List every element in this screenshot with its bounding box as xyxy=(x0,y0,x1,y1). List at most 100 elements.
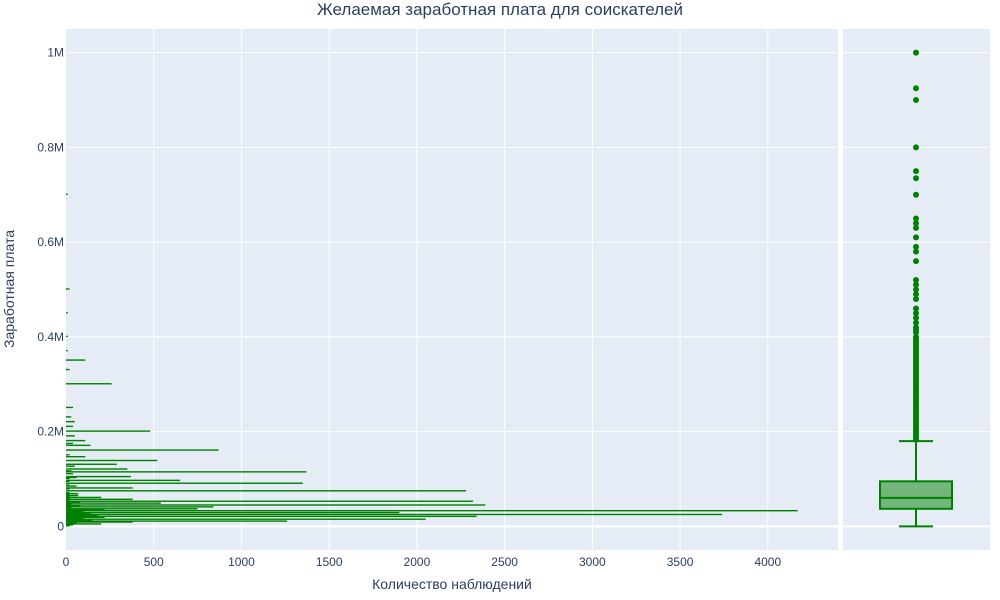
histogram-bar xyxy=(66,501,81,503)
histogram-bar xyxy=(66,420,75,423)
histogram-bar xyxy=(66,475,131,478)
histogram-bar xyxy=(66,439,86,442)
outlier-point xyxy=(913,277,919,284)
outlier-point xyxy=(913,248,919,255)
histogram-bar xyxy=(66,488,70,490)
chart-title: Желаемая заработная плата для соискателе… xyxy=(317,0,683,19)
histogram-bar xyxy=(66,480,70,483)
histogram-bar xyxy=(66,499,70,501)
x-tick-label: 3500 xyxy=(667,555,694,569)
histogram-bar xyxy=(66,406,74,409)
histogram-bar xyxy=(66,510,84,513)
outlier-point xyxy=(913,144,919,151)
histogram-bar xyxy=(66,509,798,512)
histogram-bar xyxy=(66,493,70,496)
histogram-bars xyxy=(66,193,798,527)
histogram-bar xyxy=(66,468,128,470)
histogram-bar xyxy=(66,425,74,428)
x-tick-label: 2000 xyxy=(404,555,431,569)
box-iqr xyxy=(879,480,953,510)
outlier-point xyxy=(913,319,919,326)
histogram-bar xyxy=(66,430,151,432)
outlier-point xyxy=(913,286,919,293)
histogram-bar xyxy=(66,368,70,371)
histogram-bar xyxy=(66,335,68,338)
x-tick-label: 0 xyxy=(63,555,70,569)
outlier-point xyxy=(913,191,919,198)
histogram-bar xyxy=(66,383,112,385)
histogram-bar xyxy=(66,509,105,511)
histogram-bar xyxy=(66,288,70,290)
histogram-bar xyxy=(66,516,105,519)
outlier-point xyxy=(913,295,919,302)
histogram-bar xyxy=(66,500,474,502)
histogram-bar xyxy=(66,487,133,489)
histogram-bar xyxy=(66,490,467,492)
y-tick-label: 0 xyxy=(57,519,64,533)
outlier-point xyxy=(913,220,919,227)
x-axis-title: Количество наблюдений xyxy=(372,576,532,592)
outlier-point xyxy=(913,435,919,442)
histogram-x-gridlines xyxy=(153,29,769,550)
histogram-bar xyxy=(66,459,158,462)
histogram-bar xyxy=(66,506,214,508)
histogram-bar xyxy=(66,484,70,486)
histogram-bar xyxy=(66,503,72,505)
outlier-point xyxy=(913,314,919,321)
outlier-point xyxy=(913,243,919,250)
histogram-bar xyxy=(66,485,77,487)
histogram-bar xyxy=(66,519,93,521)
histogram-bar xyxy=(66,454,70,456)
histogram-bar xyxy=(66,495,70,498)
x-tick-label: 1000 xyxy=(228,555,255,569)
outlier-point xyxy=(913,329,919,336)
x-tick-label: 3000 xyxy=(579,555,606,569)
outlier-point xyxy=(913,175,919,182)
histogram-bar xyxy=(66,349,68,352)
x-tick-label: 2500 xyxy=(491,555,518,569)
y-tick-label: 1M xyxy=(47,46,64,60)
histogram-bar xyxy=(66,497,70,500)
x-tick-label: 500 xyxy=(144,555,164,569)
y-axis-title: Заработная плата xyxy=(1,230,17,348)
histogram-bar xyxy=(66,435,75,437)
histogram-bar xyxy=(66,505,81,507)
histogram-bar xyxy=(66,525,70,527)
outlier-point xyxy=(913,258,919,265)
histogram-bar xyxy=(66,524,74,526)
histogram-bar xyxy=(66,471,307,473)
outlier-point xyxy=(913,85,919,92)
histogram-bar xyxy=(66,494,79,497)
histogram-bar xyxy=(66,513,723,516)
outlier-point xyxy=(913,168,919,175)
histogram-bar xyxy=(66,359,86,361)
y-tick-label: 0.4M xyxy=(37,330,64,344)
outlier-point xyxy=(913,97,919,104)
histogram-bar xyxy=(66,477,70,480)
histogram-bar xyxy=(66,511,400,514)
histogram-bar xyxy=(66,521,133,523)
histogram-bar xyxy=(66,498,133,501)
histogram-bar xyxy=(66,517,84,519)
histogram-plot-area xyxy=(66,29,838,550)
histogram-bar xyxy=(66,476,77,479)
x-tick-label: 1500 xyxy=(316,555,343,569)
histogram-bar xyxy=(66,473,74,475)
x-tick-label: 4000 xyxy=(754,555,781,569)
histogram-bar xyxy=(66,482,303,484)
histogram-bar xyxy=(66,465,75,467)
histogram-bar xyxy=(66,523,102,525)
histogram-bar xyxy=(66,518,426,520)
histogram-bar xyxy=(66,444,91,447)
salary-boxplot xyxy=(879,49,953,528)
outlier-point xyxy=(913,281,919,288)
x-axis-ticks: 0 500 1000 1500 2000 2500 3000 3500 4000 xyxy=(63,555,782,569)
histogram-bar xyxy=(66,442,74,445)
histogram-bar xyxy=(66,508,198,510)
histogram-bar xyxy=(66,496,102,499)
histogram-bar xyxy=(66,463,117,465)
histogram-bar xyxy=(66,491,70,494)
outlier-point xyxy=(913,305,919,312)
outlier-point xyxy=(913,291,919,298)
